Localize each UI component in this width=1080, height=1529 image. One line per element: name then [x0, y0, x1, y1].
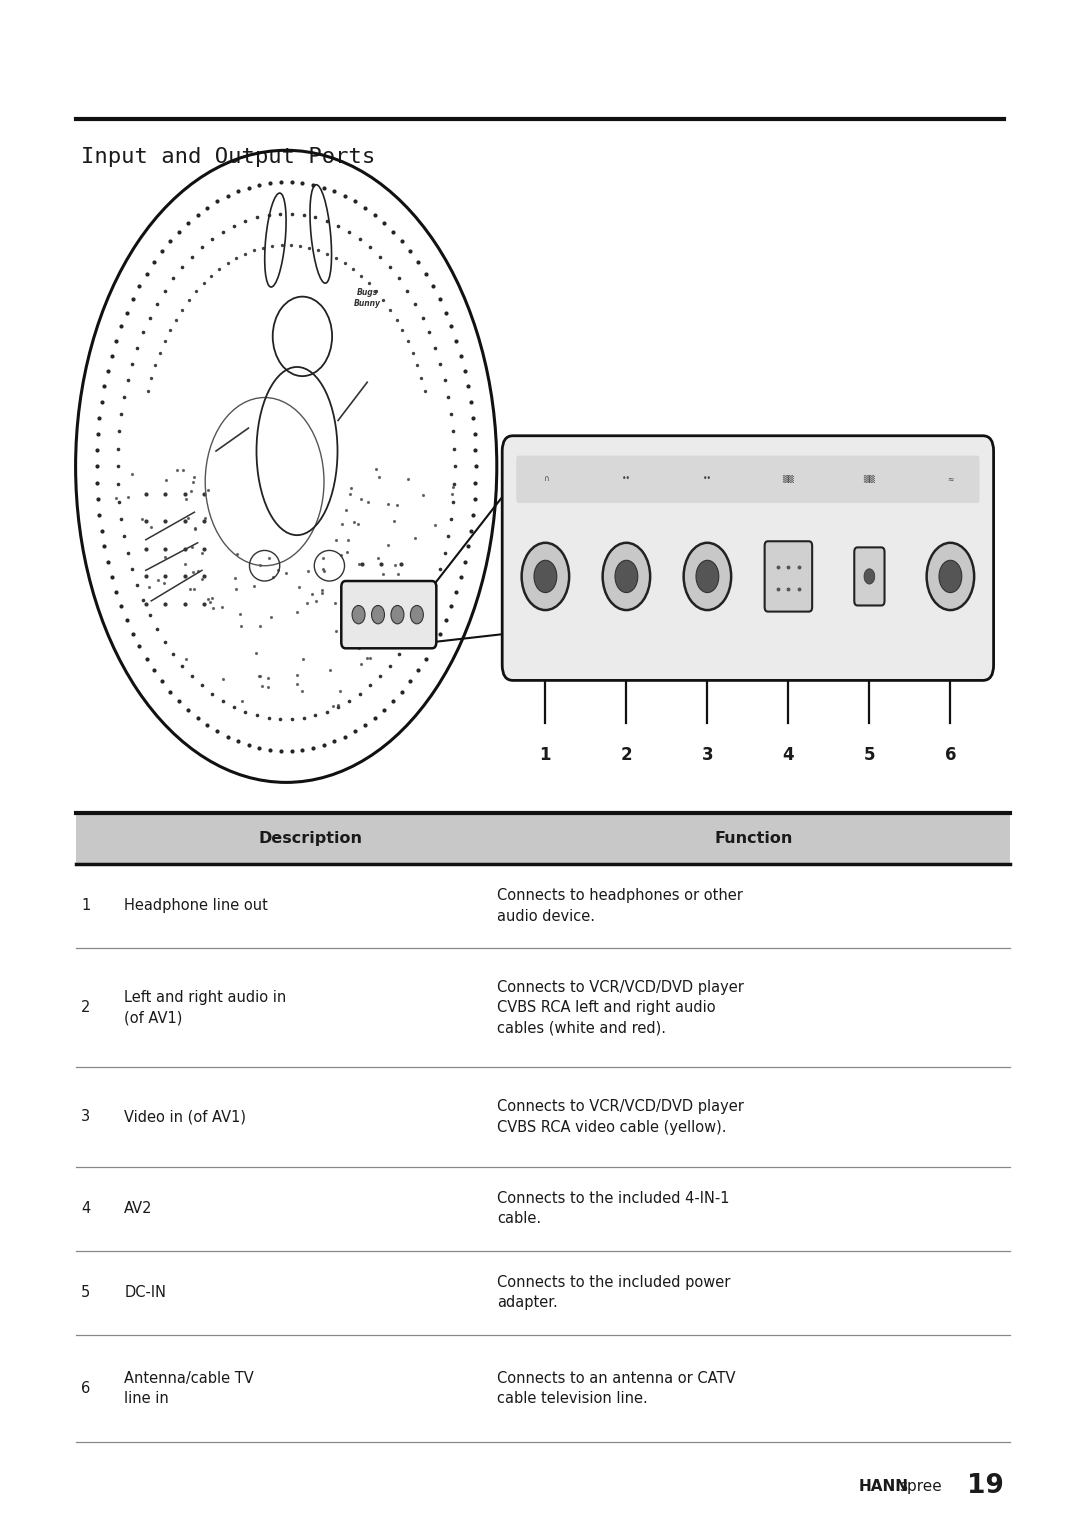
Text: 1: 1: [81, 899, 91, 913]
Circle shape: [603, 543, 650, 610]
Text: 3: 3: [702, 746, 713, 764]
Text: Connects to VCR/VCD/DVD player
CVBS RCA video cable (yellow).: Connects to VCR/VCD/DVD player CVBS RCA …: [497, 1099, 744, 1135]
Text: Headphone line out: Headphone line out: [124, 899, 268, 913]
Circle shape: [410, 605, 423, 624]
Text: ••: ••: [703, 474, 712, 483]
Circle shape: [939, 560, 962, 593]
Circle shape: [391, 605, 404, 624]
Text: 5: 5: [864, 746, 875, 764]
Text: ••: ••: [622, 474, 631, 483]
Text: Input and Output Ports: Input and Output Ports: [81, 147, 375, 167]
Circle shape: [927, 543, 974, 610]
Circle shape: [372, 605, 384, 624]
Circle shape: [534, 560, 557, 593]
Text: ≈: ≈: [947, 474, 954, 483]
Text: 2: 2: [621, 746, 632, 764]
Circle shape: [352, 605, 365, 624]
Text: 19: 19: [967, 1472, 1003, 1500]
FancyBboxPatch shape: [516, 456, 980, 503]
Text: Function: Function: [714, 832, 793, 846]
Text: 4: 4: [783, 746, 794, 764]
Circle shape: [864, 569, 875, 584]
FancyBboxPatch shape: [502, 436, 994, 680]
Text: 1: 1: [540, 746, 551, 764]
Text: Connects to VCR/VCD/DVD player
CVBS RCA left and right audio
cables (white and r: Connects to VCR/VCD/DVD player CVBS RCA …: [497, 980, 744, 1035]
Text: HANN: HANN: [859, 1479, 908, 1494]
Text: 3: 3: [81, 1110, 90, 1124]
Text: Description: Description: [258, 832, 363, 846]
FancyBboxPatch shape: [765, 541, 812, 612]
Text: DC-IN: DC-IN: [124, 1286, 166, 1300]
Text: Bugs
Bunny: Bugs Bunny: [354, 289, 381, 307]
Text: Antenna/cable TV
line in: Antenna/cable TV line in: [124, 1370, 254, 1407]
Text: AV2: AV2: [124, 1202, 152, 1216]
Text: 6: 6: [81, 1381, 91, 1396]
Text: 4: 4: [81, 1202, 91, 1216]
Text: spree: spree: [900, 1479, 943, 1494]
Text: 6: 6: [945, 746, 956, 764]
FancyBboxPatch shape: [341, 581, 436, 648]
Text: 5: 5: [81, 1286, 91, 1300]
Text: ▒▒: ▒▒: [864, 474, 875, 483]
Text: Connects to headphones or other
audio device.: Connects to headphones or other audio de…: [497, 888, 743, 924]
Circle shape: [684, 543, 731, 610]
Text: 2: 2: [81, 1000, 91, 1015]
Text: Connects to an antenna or CATV
cable television line.: Connects to an antenna or CATV cable tel…: [497, 1370, 735, 1407]
Circle shape: [522, 543, 569, 610]
Bar: [76, 813, 1010, 864]
Text: Left and right audio in
(of AV1): Left and right audio in (of AV1): [124, 989, 286, 1026]
Circle shape: [615, 560, 638, 593]
Text: ∩: ∩: [542, 474, 549, 483]
Text: Connects to the included power
adapter.: Connects to the included power adapter.: [497, 1275, 730, 1310]
Text: ▒▒: ▒▒: [783, 474, 794, 483]
Text: Connects to the included 4-IN-1
cable.: Connects to the included 4-IN-1 cable.: [497, 1191, 729, 1226]
FancyBboxPatch shape: [854, 547, 885, 605]
Text: Video in (of AV1): Video in (of AV1): [124, 1110, 246, 1124]
Circle shape: [696, 560, 719, 593]
